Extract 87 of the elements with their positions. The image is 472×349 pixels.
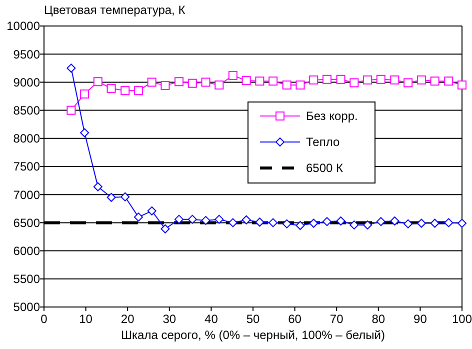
point bbox=[416, 75, 426, 84]
point bbox=[390, 216, 400, 226]
y-tick-label: 6000 bbox=[13, 244, 40, 258]
point bbox=[296, 221, 305, 230]
point bbox=[322, 217, 332, 226]
point bbox=[66, 106, 76, 115]
y-tick-label: 9500 bbox=[13, 47, 40, 62]
x-tick-label: 50 bbox=[246, 312, 260, 326]
point bbox=[80, 90, 90, 98]
point bbox=[363, 75, 372, 84]
point bbox=[93, 77, 102, 86]
point bbox=[268, 76, 278, 86]
point bbox=[363, 220, 372, 230]
x-tick-label: 100 bbox=[452, 312, 472, 326]
y-tick-label: 5000 bbox=[13, 300, 40, 314]
point bbox=[174, 77, 184, 86]
point bbox=[80, 128, 90, 138]
point bbox=[188, 214, 197, 224]
point bbox=[350, 220, 359, 230]
point bbox=[242, 76, 251, 86]
x-tick-label: 10 bbox=[79, 312, 93, 326]
x-axis-title: Шкала серого, % (0% – черный, 100% – белый) bbox=[121, 328, 385, 342]
point bbox=[255, 218, 264, 227]
point bbox=[120, 192, 130, 202]
x-tick-label: 90 bbox=[414, 312, 428, 326]
point bbox=[444, 76, 454, 86]
point bbox=[134, 212, 143, 222]
point bbox=[390, 75, 400, 84]
x-tick-label: 60 bbox=[288, 312, 302, 326]
y-tick-label: 5500 bbox=[13, 272, 40, 286]
point bbox=[201, 78, 210, 87]
x-tick-label: 80 bbox=[372, 312, 386, 326]
point bbox=[268, 218, 278, 228]
point bbox=[228, 70, 238, 80]
y-tick-label: 7000 bbox=[13, 188, 40, 202]
point bbox=[93, 182, 102, 192]
point bbox=[174, 214, 184, 224]
point bbox=[376, 74, 386, 84]
point bbox=[106, 84, 116, 93]
x-tick-label: 0 bbox=[40, 312, 48, 326]
point bbox=[350, 78, 359, 88]
point bbox=[309, 75, 318, 84]
point bbox=[444, 218, 454, 228]
point bbox=[147, 78, 156, 87]
point bbox=[214, 80, 224, 90]
point bbox=[255, 76, 264, 86]
point bbox=[120, 86, 130, 96]
point bbox=[430, 218, 440, 228]
y-tick-label: 8500 bbox=[13, 104, 40, 118]
point bbox=[309, 218, 318, 228]
point bbox=[214, 214, 224, 224]
x-tick-label: 20 bbox=[120, 312, 135, 326]
point bbox=[242, 215, 251, 224]
point bbox=[376, 217, 386, 226]
y-tick-label: 8000 bbox=[13, 132, 40, 146]
point bbox=[336, 216, 346, 226]
legend-label: Без корр. bbox=[306, 109, 358, 124]
point bbox=[106, 192, 116, 202]
x-tick-label: 40 bbox=[204, 312, 218, 326]
point bbox=[160, 224, 170, 234]
y-axis-title: Цветовая температура, К bbox=[44, 3, 186, 17]
legend-label: 6500 К bbox=[306, 161, 344, 176]
point bbox=[282, 80, 292, 90]
point bbox=[458, 218, 466, 228]
point bbox=[322, 74, 332, 84]
legend-label: Тепло bbox=[306, 135, 340, 150]
point bbox=[404, 78, 413, 88]
x-tick-label: 70 bbox=[330, 312, 344, 326]
point bbox=[188, 78, 197, 88]
point bbox=[228, 218, 238, 228]
y-tick-label: 7500 bbox=[13, 160, 40, 174]
point bbox=[282, 219, 292, 228]
point bbox=[296, 80, 305, 90]
y-tick-label: 10000 bbox=[6, 19, 40, 34]
point bbox=[404, 219, 413, 228]
point bbox=[147, 206, 156, 216]
y-tick-label: 9000 bbox=[13, 75, 40, 90]
point bbox=[134, 86, 143, 96]
y-tick-label: 6500 bbox=[13, 216, 40, 230]
point bbox=[160, 81, 170, 90]
point bbox=[201, 216, 210, 225]
point bbox=[458, 80, 466, 90]
point bbox=[430, 76, 440, 86]
point bbox=[336, 74, 346, 84]
point bbox=[66, 64, 76, 73]
x-tick-label: 30 bbox=[162, 312, 176, 326]
point bbox=[416, 218, 426, 228]
